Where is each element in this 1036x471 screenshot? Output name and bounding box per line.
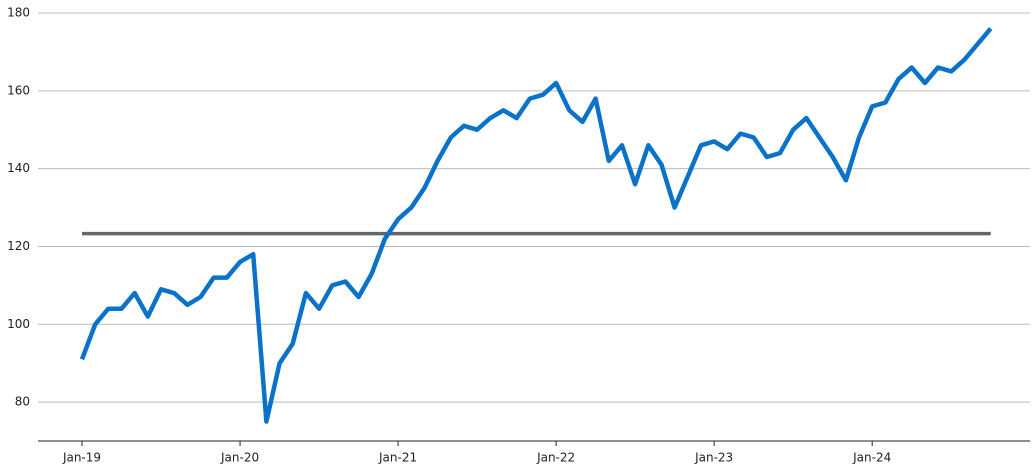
y-tick-label: 100	[7, 317, 30, 331]
y-tick-label: 140	[7, 161, 30, 175]
data-line	[79, 27, 993, 424]
x-tick-label: Jan-20	[220, 451, 259, 465]
y-tick-label: 160	[7, 83, 30, 97]
y-tick-label: 80	[15, 395, 30, 409]
y-tick-label: 120	[7, 239, 30, 253]
x-tick-label: Jan-22	[536, 451, 575, 465]
x-tick-label: Jan-19	[62, 451, 101, 465]
x-tick-label: Jan-23	[694, 451, 733, 465]
x-tick-label: Jan-21	[378, 451, 417, 465]
x-tick-label: Jan-24	[852, 451, 891, 465]
y-tick-label: 180	[7, 6, 30, 20]
